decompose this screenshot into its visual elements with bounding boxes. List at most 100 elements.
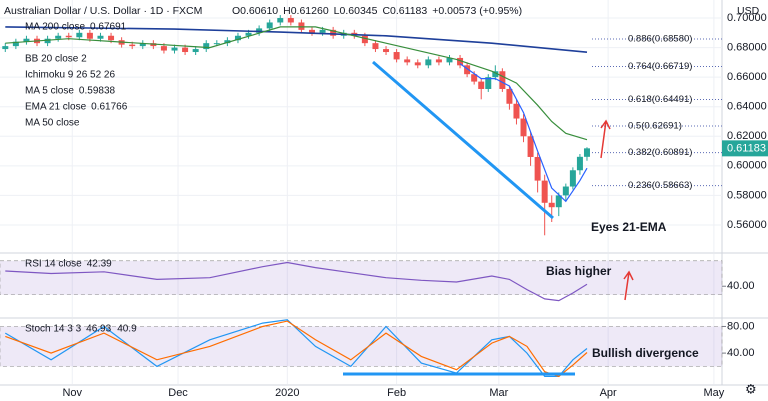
y-tick-label: 0.68000 xyxy=(727,41,767,53)
quote: L0.60345 xyxy=(334,5,378,17)
candle-body xyxy=(404,59,411,63)
x-tick-label: May xyxy=(704,387,725,399)
title: Australian Dollar / U.S. Dollar · 1D · F… xyxy=(4,5,202,17)
y-tick-label: 0.60000 xyxy=(727,160,767,172)
candle-body xyxy=(86,32,93,39)
candle-body xyxy=(203,43,210,50)
candle-body xyxy=(471,74,478,82)
y-tick-label: 0.64000 xyxy=(727,101,767,113)
candle-body xyxy=(425,59,432,66)
y-tick-label: 0.62000 xyxy=(727,130,767,142)
fib-label: 0.886(0.68580) xyxy=(628,34,692,45)
band xyxy=(0,260,723,296)
fib-label: 0.236(0.58663) xyxy=(628,180,692,191)
candle-body xyxy=(97,35,104,39)
candle-body xyxy=(330,29,337,36)
quote: C0.61183 xyxy=(382,5,427,17)
x-tick-label: Dec xyxy=(168,387,188,399)
candle-body xyxy=(576,156,583,171)
series-line xyxy=(5,261,588,302)
candle-body xyxy=(277,18,284,23)
series-line xyxy=(4,319,588,377)
legend-value: 0.67691 xyxy=(90,22,127,33)
candle-body xyxy=(65,35,72,38)
quote: O0.60610 xyxy=(232,5,278,17)
y-tick-label: 40.00 xyxy=(727,280,755,292)
legend-name: MA 200 close xyxy=(25,22,85,33)
y-tick-label: 80.00 xyxy=(727,320,755,332)
last-price: 0.61183 xyxy=(727,142,766,154)
last-price-badge xyxy=(722,140,768,157)
arrows xyxy=(600,119,634,301)
panel-title: RSI 14 close xyxy=(25,259,82,270)
candle-body xyxy=(213,43,220,45)
series-line xyxy=(459,63,588,203)
candle-body xyxy=(383,49,390,53)
candle-body xyxy=(457,57,464,66)
x-tick-label: Nov xyxy=(62,387,82,399)
legend-value: 0.59838 xyxy=(79,86,116,97)
candle-body xyxy=(534,156,541,181)
candle-body xyxy=(583,148,590,157)
y-tick-label: 0.66000 xyxy=(727,71,767,83)
candle-body xyxy=(12,41,19,47)
panel-title: Stoch 14 3 3 xyxy=(25,324,82,335)
candle-body xyxy=(44,38,51,44)
candle-body xyxy=(160,46,167,51)
arrow xyxy=(600,119,611,159)
annotation: Bias higher xyxy=(546,264,612,278)
candle-body xyxy=(464,65,471,75)
candle-body xyxy=(555,195,562,208)
candle-body xyxy=(266,22,273,29)
annotation: Eyes 21-EMA xyxy=(591,220,667,234)
band xyxy=(0,326,723,367)
legend-inactive: MA 50 close xyxy=(25,118,80,129)
candle-body xyxy=(393,52,400,60)
candle-body xyxy=(224,40,231,44)
candle-body xyxy=(256,28,263,33)
legend-value: 40.9 xyxy=(117,324,137,335)
candle-body xyxy=(2,46,9,50)
candle-body xyxy=(435,59,442,63)
candle-body xyxy=(23,38,30,42)
fib-label: 0.382(0.60891) xyxy=(628,147,692,158)
legend-value: 0.61766 xyxy=(91,102,128,113)
annotation: Bullish divergence xyxy=(592,346,699,360)
candle-body xyxy=(308,29,315,33)
candle-body xyxy=(478,81,485,89)
quote: H0.61260 xyxy=(283,5,329,17)
candle-body xyxy=(171,47,178,51)
x-tick-label: Mar xyxy=(489,387,508,399)
candle-body xyxy=(506,88,513,104)
quote: +0.00573 (+0.95%) xyxy=(432,5,522,17)
candle-body xyxy=(108,35,115,41)
candle-body xyxy=(55,35,62,39)
y-tick-label: 0.56000 xyxy=(727,219,767,231)
legend-name: MA 5 close xyxy=(25,86,74,97)
x-tick-label: Apr xyxy=(600,387,617,399)
candle-body xyxy=(182,47,189,53)
currency: USD xyxy=(737,5,760,17)
x-tick-label: Feb xyxy=(387,387,406,399)
fib-label: 0.5(0.62691) xyxy=(628,121,682,132)
x-tick-label: 2020 xyxy=(275,387,299,399)
candle-body xyxy=(527,136,534,157)
candle-body xyxy=(319,29,326,33)
settings-icon[interactable]: ⚙ xyxy=(745,381,757,396)
candle-body xyxy=(446,57,453,63)
fib-label: 0.618(0.64491) xyxy=(628,94,692,105)
series-line xyxy=(5,320,588,378)
candle-body xyxy=(520,118,527,137)
candle-body xyxy=(414,62,421,66)
y-tick-label: 40.00 xyxy=(727,347,755,359)
candle-body xyxy=(485,77,492,89)
trend-line xyxy=(372,60,554,220)
legend-inactive: Ichimoku 9 26 52 26 xyxy=(25,70,115,81)
arrow xyxy=(623,270,634,301)
candle-body xyxy=(245,32,252,36)
series-line xyxy=(5,26,588,141)
legend-name: EMA 21 close xyxy=(25,102,87,113)
legend-inactive: BB 20 close 2 xyxy=(25,54,87,65)
candle-body xyxy=(513,103,520,119)
candle-body xyxy=(499,71,506,89)
